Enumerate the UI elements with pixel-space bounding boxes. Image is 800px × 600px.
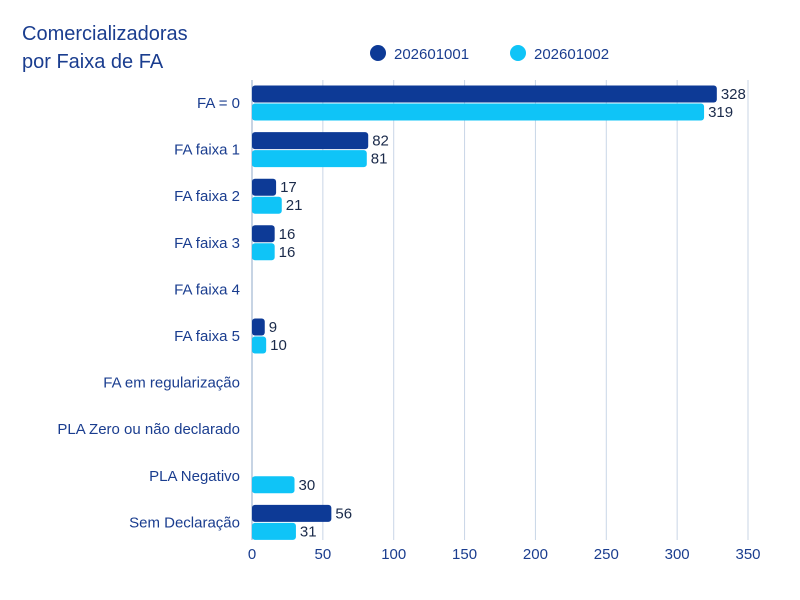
bar — [252, 132, 369, 150]
x-tick-label: 50 — [315, 546, 332, 563]
legend-marker — [510, 45, 526, 61]
chart-title-line-2: por Faixa de FA — [22, 51, 164, 73]
category-label: FA faixa 3 — [174, 235, 240, 252]
data-label: 319 — [708, 104, 733, 121]
data-label: 56 — [335, 505, 352, 522]
data-label: 9 — [269, 319, 277, 336]
data-label: 30 — [299, 477, 316, 494]
chart-title-line-1: Comercializadoras — [22, 23, 188, 45]
bar — [252, 178, 277, 196]
legend-marker — [370, 45, 386, 61]
bar — [252, 504, 332, 522]
chart-title: Comercializadoras por Faixa de FA — [22, 20, 188, 76]
legend-label: 202601001 — [394, 46, 469, 63]
category-label: FA em regularização — [103, 375, 240, 392]
category-label: PLA Zero ou não declarado — [57, 421, 240, 438]
category-label: PLA Negativo — [149, 468, 240, 485]
bar — [252, 243, 275, 261]
data-label: 16 — [279, 244, 296, 261]
category-label: Sem Declaração — [129, 514, 240, 531]
legend-label: 202601002 — [534, 46, 609, 63]
data-label: 81 — [371, 151, 388, 168]
bar — [252, 103, 705, 121]
data-label: 21 — [286, 197, 303, 214]
data-label: 17 — [280, 179, 297, 196]
bar — [252, 225, 275, 243]
category-label: FA faixa 4 — [174, 281, 240, 298]
bar — [252, 196, 282, 214]
data-label: 10 — [270, 337, 287, 354]
x-tick-label: 100 — [381, 546, 406, 563]
x-tick-label: 200 — [523, 546, 548, 563]
category-label: FA = 0 — [197, 95, 240, 112]
category-label: FA faixa 5 — [174, 328, 240, 345]
category-label: FA faixa 1 — [174, 142, 240, 159]
data-label: 16 — [279, 226, 296, 243]
bar — [252, 85, 717, 103]
category-label: FA faixa 2 — [174, 188, 240, 205]
x-tick-label: 350 — [735, 546, 760, 563]
bar — [252, 318, 265, 336]
bar — [252, 336, 267, 354]
bar — [252, 522, 296, 540]
data-label: 328 — [721, 86, 746, 103]
x-tick-label: 0 — [248, 546, 256, 563]
bar — [252, 150, 367, 168]
x-tick-label: 300 — [665, 546, 690, 563]
x-tick-label: 250 — [594, 546, 619, 563]
data-label: 31 — [300, 523, 317, 540]
data-label: 82 — [372, 133, 389, 150]
bar — [252, 476, 295, 494]
x-tick-label: 150 — [452, 546, 477, 563]
